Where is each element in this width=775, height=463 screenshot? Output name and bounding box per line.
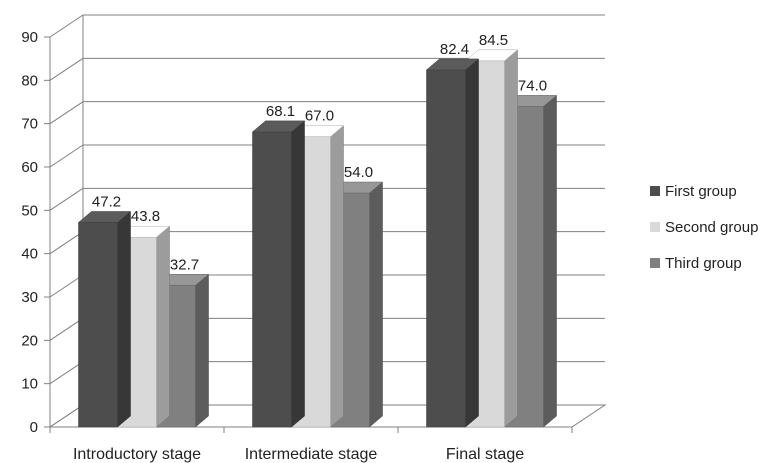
data-label: 68.1 xyxy=(266,103,295,120)
bar-top-face xyxy=(251,120,306,133)
gridline-side xyxy=(49,101,84,125)
bar-side-face xyxy=(291,120,305,428)
y-tick-label: 20 xyxy=(21,332,38,349)
y-tick-label: 80 xyxy=(21,72,38,89)
bar-side-face xyxy=(330,125,344,428)
gridline-side xyxy=(49,404,84,428)
y-tick-label: 10 xyxy=(21,376,38,393)
data-label: 84.5 xyxy=(479,32,508,49)
y-tick-labels: 0 10 20 30 40 50 60 70 80 90 xyxy=(21,29,38,436)
gridline-side xyxy=(49,231,84,255)
data-label: 43.8 xyxy=(131,208,160,225)
bar-first-group xyxy=(77,210,132,428)
legend-item-first-group: First group xyxy=(650,183,737,200)
bar-front-face xyxy=(426,69,466,428)
bar-first-group xyxy=(425,58,480,428)
bar-front-face xyxy=(252,131,292,428)
data-labels: 32.7 43.8 47.2 54.0 67.0 68.1 74.0 84.5 82.4 xyxy=(92,32,547,273)
bar-side-face xyxy=(543,94,557,428)
bar-side-face xyxy=(369,181,383,428)
gridline-side xyxy=(49,144,84,168)
x-category-labels: Introductory stage Intermediate stage Fina… xyxy=(73,446,524,463)
x-category-label: Intermediate stage xyxy=(245,446,378,463)
gridline-side xyxy=(49,14,84,38)
y-tick-label: 30 xyxy=(21,289,38,306)
data-label: 32.7 xyxy=(170,256,199,273)
y-tick-label: 50 xyxy=(21,202,38,219)
legend-label: Second group xyxy=(665,219,758,236)
legend-label: First group xyxy=(665,183,737,200)
x-category-label: Final stage xyxy=(446,446,524,463)
gridline-side xyxy=(49,317,84,341)
bar-side-face xyxy=(504,49,518,428)
y-tick-label: 70 xyxy=(21,116,38,133)
gridline-side xyxy=(49,57,84,81)
bar-side-face xyxy=(195,273,209,428)
bar-top-face xyxy=(425,58,480,71)
bar-top-face xyxy=(464,49,519,62)
bar-side-face xyxy=(156,225,170,428)
y-tick-label: 0 xyxy=(30,419,38,436)
legend-item-third-group: Third group xyxy=(650,255,742,272)
y-tick-label: 90 xyxy=(21,29,38,46)
y-tick-label: 60 xyxy=(21,159,38,176)
data-label: 47.2 xyxy=(92,193,121,210)
y-tick-label: 40 xyxy=(21,246,38,263)
bar-top-face xyxy=(77,211,132,223)
bars xyxy=(77,49,558,428)
bar-first-group xyxy=(251,120,306,428)
data-label: 54.0 xyxy=(344,164,373,181)
bar-front-face xyxy=(78,222,118,428)
bar-side-face xyxy=(465,58,479,428)
x-category-label: Introductory stage xyxy=(73,446,201,463)
legend-swatch xyxy=(650,258,660,268)
bar-side-face xyxy=(117,210,131,428)
gridline-side xyxy=(49,274,84,298)
legend-label: Third group xyxy=(665,255,742,272)
legend: First group Second group Third group xyxy=(650,183,758,272)
gridline-side xyxy=(49,187,84,211)
legend-swatch xyxy=(650,186,660,196)
data-label: 67.0 xyxy=(305,108,334,125)
gridline-side xyxy=(49,361,84,385)
legend-item-second-group: Second group xyxy=(650,219,758,236)
legend-swatch xyxy=(650,222,660,232)
data-label: 82.4 xyxy=(440,41,469,58)
data-label: 74.0 xyxy=(518,77,547,94)
